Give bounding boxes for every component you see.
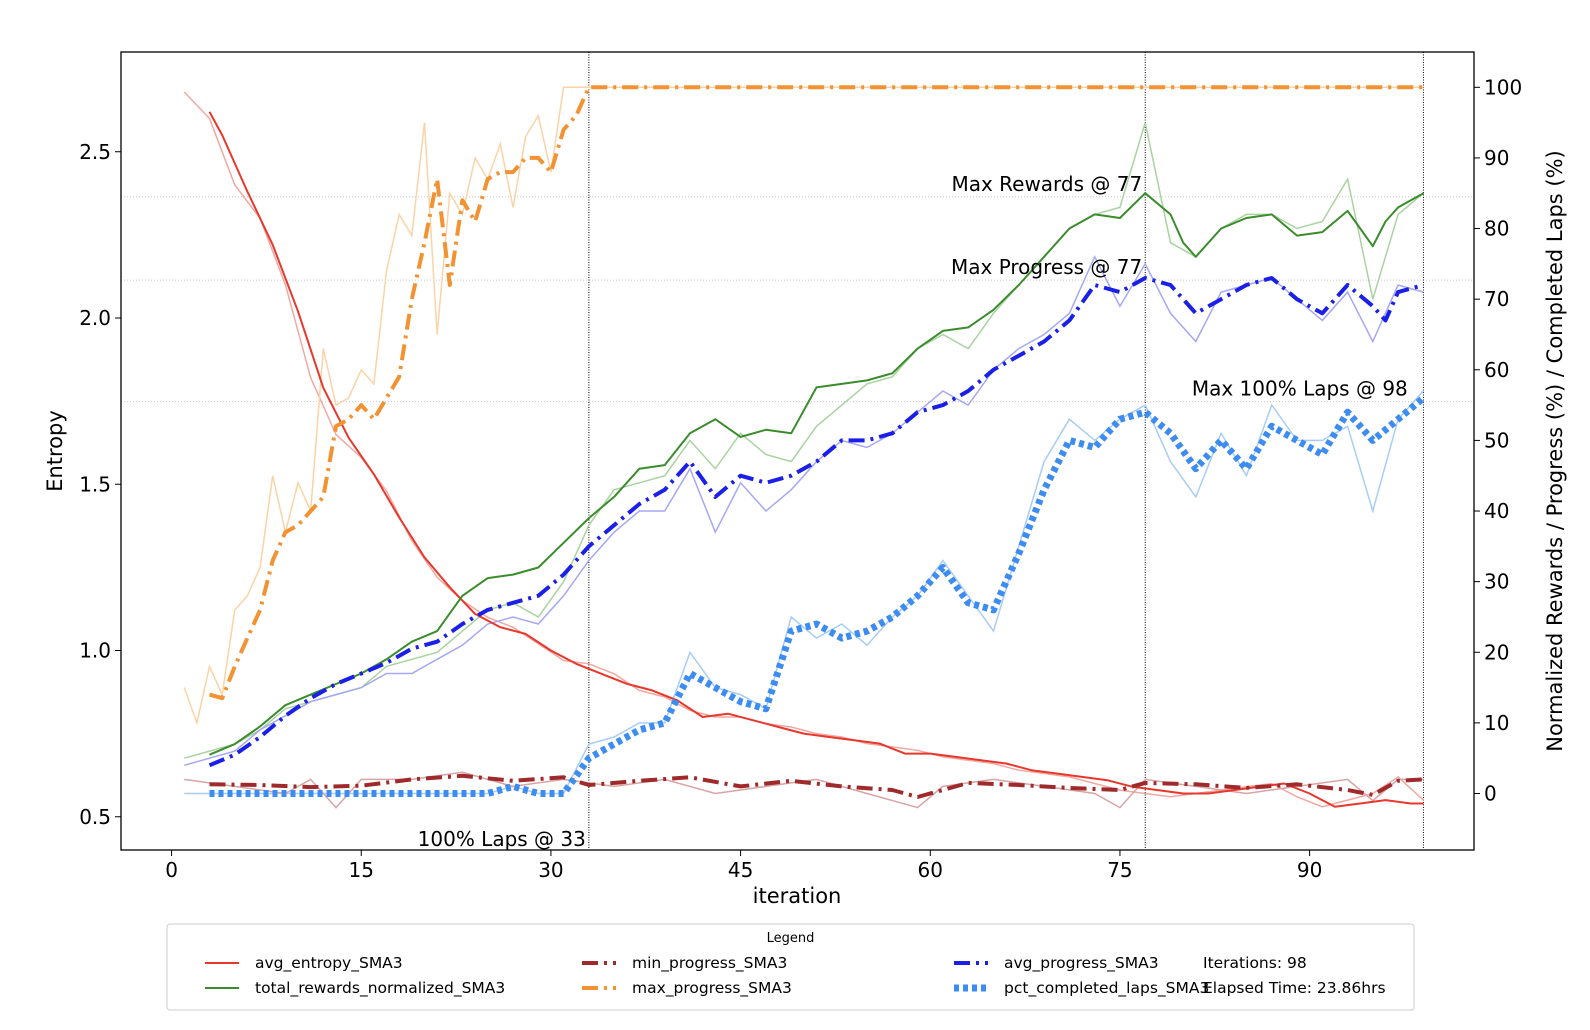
annotation-max-progress-77: Max Progress @ 77 xyxy=(951,255,1142,279)
annotation-100-laps-33: 100% Laps @ 33 xyxy=(418,827,586,851)
y-right-tick-label: 60 xyxy=(1484,358,1509,382)
y-left-tick-label: 1.0 xyxy=(79,639,111,663)
legend-info-text: Iterations: 98 xyxy=(1203,954,1307,972)
y-axis-left-label: Entropy xyxy=(43,410,67,492)
y-right-tick-label: 70 xyxy=(1484,287,1509,311)
legend-label-min-progress-sma3: min_progress_SMA3 xyxy=(632,954,787,973)
x-tick-label: 0 xyxy=(165,858,178,882)
legend-label-avg-entropy-sma3: avg_entropy_SMA3 xyxy=(255,954,403,973)
reference-lines xyxy=(121,52,1474,850)
x-tick-label: 90 xyxy=(1297,858,1322,882)
legend-label-max-progress-sma3: max_progress_SMA3 xyxy=(632,979,792,998)
y-left-tick-label: 0.5 xyxy=(79,805,111,829)
raw-series-layer xyxy=(183,86,1424,809)
plot-frame xyxy=(120,51,1475,851)
legend: Legend avg_entropy_SMA3 total_rewards_norm… xyxy=(166,923,1415,1011)
x-tick-label: 60 xyxy=(918,858,943,882)
series-line-max-progress-sma3 xyxy=(208,85,1424,701)
x-tick-label: 45 xyxy=(728,858,753,882)
legend-label-total-rewards-normalized-sma3: total_rewards_normalized_SMA3 xyxy=(255,979,505,998)
y-right-tick-label: 30 xyxy=(1484,570,1509,594)
annotation-max-100-laps-98: Max 100% Laps @ 98 xyxy=(1192,377,1408,401)
series-line-pct-completed-laps-sma3 xyxy=(209,395,1426,797)
raw-line-max-progress xyxy=(183,86,1424,726)
series-line-min-progress-sma3 xyxy=(209,773,1424,799)
y-left-tick-label: 2.5 xyxy=(79,140,111,164)
axes: 0 15 30 45 60 75 90 0.5 1.0 1.5 2.0 2.5 0 10 20 30 40 50 6… xyxy=(79,75,1522,882)
y-right-tick-label: 80 xyxy=(1484,217,1509,241)
y-right-tick-label: 40 xyxy=(1484,499,1509,523)
y-axis-right-label: Normalized Rewards / Progress (%) / Comp… xyxy=(1543,150,1567,751)
legend-label-avg-progress-sma3: avg_progress_SMA3 xyxy=(1004,954,1159,973)
raw-line-total-rewards-normalized xyxy=(183,122,1424,759)
annotation-max-rewards-77: Max Rewards @ 77 xyxy=(951,172,1142,196)
y-right-tick-label: 20 xyxy=(1484,640,1509,664)
series-line-avg-progress-sma3 xyxy=(208,276,1424,768)
y-right-tick-label: 0 xyxy=(1484,782,1497,806)
sma-series-layer xyxy=(208,85,1426,808)
series-line-total-rewards-normalized-sma3 xyxy=(209,192,1424,756)
legend-title: Legend xyxy=(767,931,815,946)
x-tick-label: 75 xyxy=(1107,858,1132,882)
series-line-avg-entropy-sma3 xyxy=(208,111,1424,808)
annotations: Max Rewards @ 77 Max Progress @ 77 Max 100… xyxy=(418,172,1408,851)
y-right-tick-label: 10 xyxy=(1484,711,1509,735)
y-right-tick-label: 100 xyxy=(1484,75,1522,99)
raw-line-avg-progress xyxy=(183,255,1424,767)
legend-box xyxy=(166,923,1415,1011)
x-tick-label: 15 xyxy=(349,858,374,882)
y-right-tick-label: 50 xyxy=(1484,428,1509,452)
legend-info-text: Elapsed Time: 23.86hrs xyxy=(1203,979,1386,997)
raw-line-avg-entropy xyxy=(183,91,1424,808)
x-tick-label: 30 xyxy=(538,858,563,882)
y-left-tick-label: 2.0 xyxy=(79,306,111,330)
legend-label-pct-completed-laps-sma3: pct_completed_laps_SMA3 xyxy=(1004,979,1209,998)
x-axis-label: iteration xyxy=(753,884,842,908)
y-right-tick-label: 90 xyxy=(1484,146,1509,170)
y-left-tick-label: 1.5 xyxy=(79,472,111,496)
